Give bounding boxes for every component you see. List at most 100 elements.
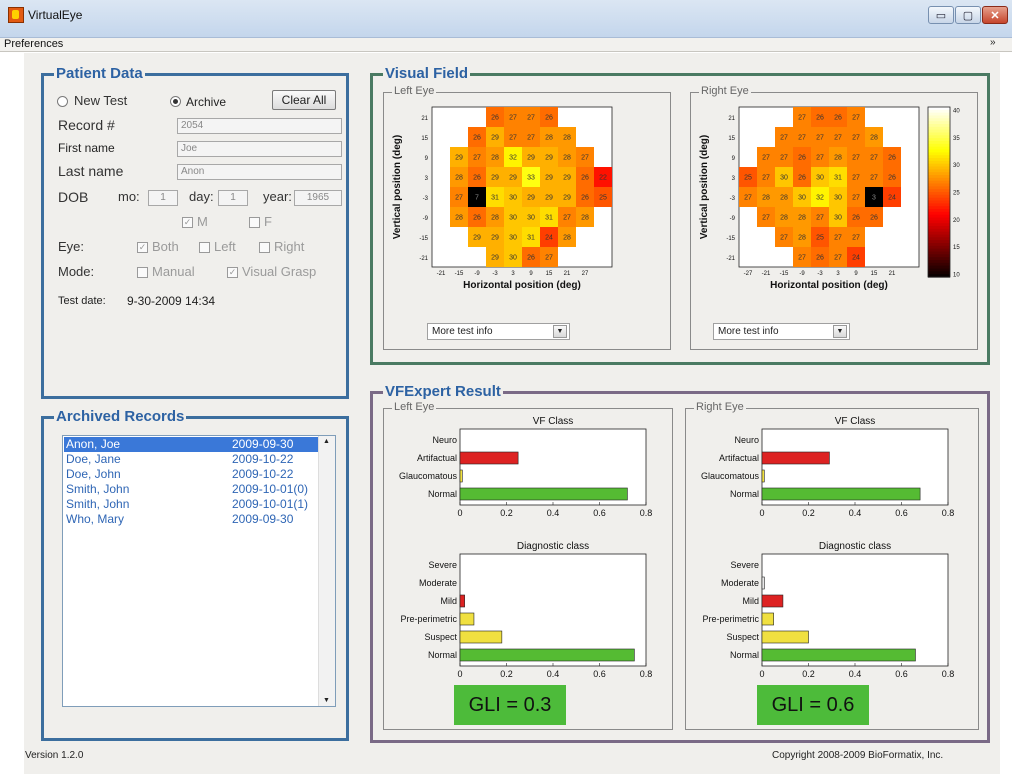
heatmap-cell (811, 147, 829, 167)
manual-checkbox[interactable] (137, 267, 148, 278)
heatmap-cell-label: 26 (816, 255, 824, 262)
x-tick-label: 0.2 (500, 669, 513, 678)
new-test-radio[interactable] (57, 96, 68, 107)
heatmap-cell (847, 227, 865, 247)
heatmap-cell-label: 26 (870, 215, 878, 222)
clear-all-button[interactable]: Clear All (272, 90, 336, 110)
left-gli-badge: GLI = 0.3 (454, 685, 566, 725)
dob-year-field[interactable]: 1965 (294, 190, 342, 206)
menu-item-preferences[interactable]: Preferences (4, 38, 64, 50)
heatmap-cell-label: 27 (798, 255, 806, 262)
heatmap-cell (504, 227, 522, 247)
heatmap-cell (486, 147, 504, 167)
category-label: Artifactual (719, 453, 759, 463)
scroll-down-icon[interactable]: ▼ (323, 697, 330, 704)
heatmap-cell-label: 28 (870, 135, 878, 142)
heatmap-cell (883, 167, 901, 187)
x-tick-label: -3 (817, 271, 823, 277)
last-name-label: Last name (58, 163, 124, 179)
heatmap-cell-label: 24 (888, 195, 896, 202)
colorbar-segment (928, 121, 950, 125)
heatmap-cell-label: 28 (563, 155, 571, 162)
heatmap-cell-label: 29 (455, 155, 463, 162)
heatmap-cell-label: 26 (473, 135, 481, 142)
heatmap-cell-label: 26 (491, 115, 499, 122)
heatmap-cell-label: 27 (852, 135, 860, 142)
record-date: 2009-09-30 (232, 512, 294, 526)
x-tick-label: 0.4 (849, 669, 862, 678)
x-axis-label: Horizontal position (deg) (463, 280, 581, 291)
record-row[interactable]: Doe, John 2009-10-22 (64, 467, 318, 482)
gender-f-checkbox[interactable] (249, 217, 260, 228)
record-row[interactable]: Smith, John 2009-10-01(0) (64, 482, 318, 497)
records-scrollbar[interactable]: ▲ ▼ (318, 436, 335, 706)
vfexpert-panel: VFExpert Result Left Eye VF Class Neuro Ar… (370, 383, 990, 743)
record-row[interactable]: Who, Mary 2009-09-30 (64, 512, 318, 527)
first-name-field[interactable]: Joe (177, 141, 342, 157)
dob-day-field[interactable]: 1 (218, 190, 248, 206)
scroll-up-icon[interactable]: ▲ (323, 438, 330, 445)
y-tick-label: 3 (425, 176, 429, 182)
maximize-icon: ▢ (962, 9, 974, 22)
record-row[interactable]: Anon, Joe 2009-09-30 (64, 437, 318, 452)
colorbar-segment (928, 183, 950, 187)
visual-grasp-checkbox[interactable]: ✓ (227, 267, 238, 278)
mode-label: Mode: (58, 264, 95, 279)
vf-right-eye-title: Right Eye (699, 85, 751, 97)
record-row[interactable]: Doe, Jane 2009-10-22 (64, 452, 318, 467)
heatmap-cell-label: 29 (545, 175, 553, 182)
heatmap-cell (865, 147, 883, 167)
heatmap-cell (468, 227, 486, 247)
maximize-button[interactable]: ▢ (955, 6, 981, 24)
dob-month-field[interactable]: 1 (148, 190, 178, 206)
eye-right-checkbox[interactable] (259, 242, 270, 253)
heatmap-cell-label: 27 (834, 235, 842, 242)
heatmap-cell (540, 167, 558, 187)
heatmap-cell-label: 27 (870, 175, 878, 182)
eye-left-checkbox[interactable] (199, 242, 210, 253)
heatmap-cell (829, 167, 847, 187)
heatmap-cell (865, 207, 883, 227)
last-name-field[interactable]: Anon (177, 164, 342, 180)
x-tick-label: -21 (762, 271, 771, 277)
records-listbox[interactable]: Anon, Joe 2009-09-30 Doe, Jane 2009-10-22 Do… (62, 435, 336, 707)
heatmap-cell (522, 187, 540, 207)
heatmap-cell-label: 26 (545, 115, 553, 122)
bar (761, 648, 916, 662)
right-more-info-select[interactable]: More test info ▼ (713, 323, 850, 340)
heatmap-cell (594, 187, 612, 207)
heatmap-cell (468, 127, 486, 147)
toolbar-expand-icon[interactable]: » (990, 37, 996, 48)
minimize-button[interactable]: ▭ (928, 6, 954, 24)
eye-both-checkbox[interactable]: ✓ (137, 242, 148, 253)
colorbar-segment (928, 172, 950, 176)
heatmap-cell (775, 187, 793, 207)
heatmap-cell (811, 207, 829, 227)
colorbar-tick-label: 35 (953, 136, 960, 142)
colorbar-segment (928, 251, 950, 255)
chart-title: Diagnostic class (819, 541, 891, 552)
heatmap-cell (486, 187, 504, 207)
record-row[interactable]: Smith, John 2009-10-01(1) (64, 497, 318, 512)
gender-m-checkbox[interactable]: ✓ (182, 217, 193, 228)
close-button[interactable]: ✕ (982, 6, 1008, 24)
archive-radio[interactable] (170, 96, 181, 107)
left-more-info-select[interactable]: More test info ▼ (427, 323, 570, 340)
x-tick-label: 15 (546, 271, 553, 277)
record-field[interactable]: 2054 (177, 118, 342, 134)
chart-title: Diagnostic class (517, 541, 589, 552)
colorbar-segment (928, 169, 950, 173)
colorbar-segment (928, 132, 950, 136)
heatmap-cell (522, 227, 540, 247)
record-name: Smith, John (66, 497, 130, 511)
heatmap-cell-label: 27 (744, 195, 752, 202)
heatmap-cell (468, 167, 486, 187)
colorbar-segment (928, 107, 950, 111)
record-label: Record # (58, 117, 115, 133)
heatmap-cell-label: 26 (473, 175, 481, 182)
heatmap-cell-label: 28 (563, 235, 571, 242)
heatmap-cell-label: 24 (852, 255, 860, 262)
x-tick-label: 3 (836, 271, 840, 277)
heatmap-cell (829, 107, 847, 127)
heatmap-cell-label: 30 (780, 175, 788, 182)
